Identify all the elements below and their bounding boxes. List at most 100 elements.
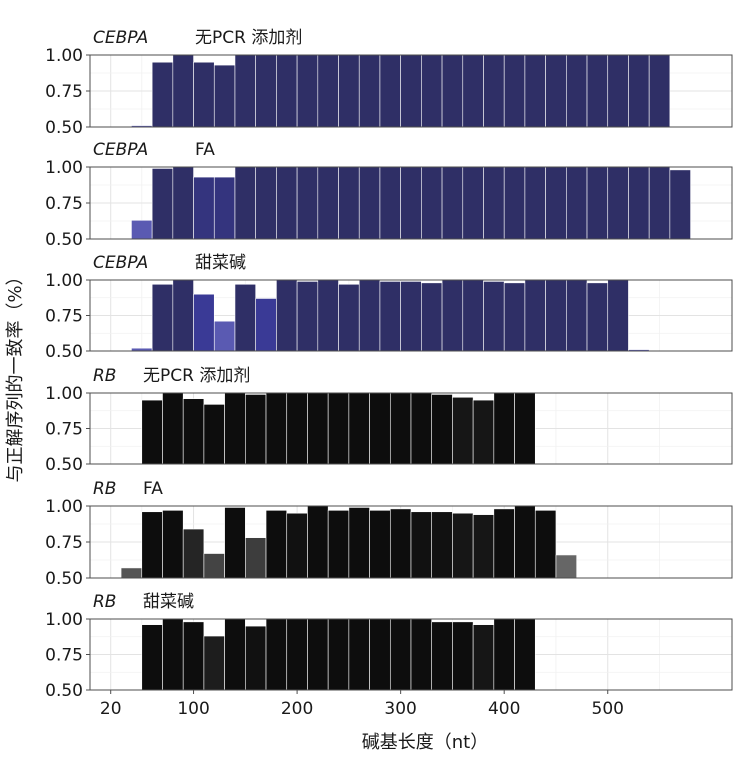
bar — [493, 618, 515, 691]
y-tick-label: 0.75 — [45, 420, 83, 440]
panel-gene-label: CEBPA — [93, 140, 148, 160]
bar — [483, 166, 505, 240]
bar — [213, 64, 236, 128]
panel-gene-label: RB — [93, 592, 116, 612]
x-tick-label: 20 — [100, 699, 122, 719]
bar — [493, 392, 515, 465]
bar — [483, 281, 505, 352]
bar — [400, 281, 422, 352]
bar — [648, 54, 671, 128]
bar — [534, 510, 557, 579]
bar — [307, 392, 329, 465]
bar — [410, 618, 433, 691]
bar — [462, 279, 484, 352]
x-tick-label: 300 — [384, 699, 416, 719]
panel: 0.50 0.75 1.00 RB 甜菜碱 — [45, 592, 733, 701]
bar — [193, 61, 215, 128]
y-tick-label: 1.00 — [45, 46, 83, 66]
bar — [213, 176, 236, 240]
y-tick-label: 0.75 — [45, 194, 83, 214]
bar — [586, 282, 609, 352]
bar — [203, 404, 225, 465]
panel-condition-label: 甜菜碱 — [143, 592, 194, 612]
panel-condition-label: FA — [143, 479, 163, 499]
panel-condition-label: 无PCR 添加剂 — [195, 28, 302, 48]
bar — [317, 279, 339, 352]
bar — [141, 399, 163, 465]
bar — [182, 528, 205, 579]
bar — [276, 279, 298, 352]
bar — [628, 54, 650, 128]
bar — [431, 621, 453, 691]
bar — [141, 511, 163, 579]
bar — [193, 293, 215, 352]
y-tick-label: 1.00 — [45, 610, 83, 630]
x-tick-label: 500 — [592, 699, 624, 719]
bar — [379, 166, 401, 240]
bar — [472, 399, 495, 465]
bar — [203, 635, 225, 691]
panel: 0.50 0.75 1.00 RB 无PCR 添加剂 — [45, 366, 733, 475]
y-tick-label: 1.00 — [45, 158, 83, 178]
bar — [462, 54, 484, 128]
bar — [503, 54, 526, 128]
bar — [327, 510, 350, 579]
panel: 0.50 0.75 1.00 CEBPA 无PCR 添加剂 — [45, 28, 733, 138]
bar — [286, 512, 308, 579]
bar — [286, 618, 308, 691]
bar — [245, 625, 267, 691]
bar — [151, 61, 174, 128]
panel-gene-label: CEBPA — [93, 253, 148, 273]
bar — [307, 618, 329, 691]
bar — [286, 392, 308, 465]
bar — [555, 554, 577, 579]
bar — [400, 54, 422, 128]
bar — [327, 618, 350, 691]
bar — [369, 392, 391, 465]
bar — [586, 54, 609, 128]
bar — [120, 567, 143, 579]
bar — [234, 283, 256, 352]
bar — [348, 507, 370, 579]
bar — [421, 166, 443, 240]
bar — [566, 54, 588, 128]
bar — [389, 508, 412, 579]
bar — [452, 396, 474, 465]
bar — [524, 166, 546, 240]
bar — [389, 618, 412, 691]
bar — [669, 169, 691, 240]
bar — [224, 507, 246, 579]
bar — [472, 514, 495, 579]
bar — [224, 618, 246, 691]
bar — [648, 166, 671, 240]
panel: 0.50 0.75 1.00 CEBPA 甜菜碱 — [45, 253, 733, 362]
bar — [327, 392, 350, 465]
bar — [317, 166, 339, 240]
bar — [524, 279, 546, 352]
bar — [203, 553, 225, 579]
bar — [369, 618, 391, 691]
x-axis-title: 碱基长度（nt） — [362, 732, 488, 753]
bar — [255, 298, 277, 352]
bar — [172, 279, 194, 352]
bar — [389, 392, 412, 465]
bar — [265, 618, 288, 691]
bar — [245, 394, 267, 465]
y-tick-label: 0.50 — [45, 569, 83, 589]
bar — [234, 166, 256, 240]
bar — [141, 624, 163, 691]
bar — [493, 508, 515, 579]
bar — [172, 54, 194, 128]
bar — [234, 54, 256, 128]
bar — [162, 510, 184, 579]
bar — [503, 282, 526, 352]
bar — [431, 394, 453, 465]
x-tick-label: 200 — [281, 699, 313, 719]
bar — [276, 54, 298, 128]
bar — [255, 166, 277, 240]
bar — [607, 166, 629, 240]
y-tick-label: 1.00 — [45, 497, 83, 517]
bar — [348, 618, 370, 691]
y-tick-label: 0.50 — [45, 118, 83, 138]
